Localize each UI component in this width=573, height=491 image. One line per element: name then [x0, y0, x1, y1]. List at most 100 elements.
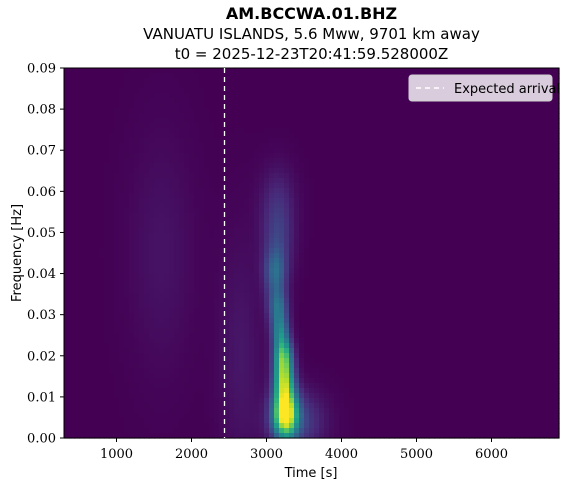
- heatmap-cell: [509, 303, 515, 309]
- heatmap-cell: [364, 228, 370, 234]
- heatmap-cell: [164, 168, 170, 174]
- heatmap-cell: [349, 168, 355, 174]
- heatmap-cell: [99, 133, 105, 139]
- heatmap-cell: [74, 103, 80, 109]
- heatmap-cell: [284, 68, 290, 74]
- heatmap-cell: [79, 218, 85, 224]
- heatmap-cell: [189, 83, 195, 89]
- heatmap-cell: [179, 83, 185, 89]
- heatmap-cell: [404, 143, 410, 149]
- heatmap-cell: [504, 253, 510, 259]
- heatmap-cell: [174, 123, 180, 129]
- heatmap-cell: [549, 208, 555, 214]
- heatmap-cell: [424, 178, 430, 184]
- heatmap-cell: [264, 243, 270, 249]
- heatmap-cell: [209, 273, 215, 279]
- heatmap-cell: [374, 243, 380, 249]
- heatmap-cell: [469, 108, 475, 114]
- heatmap-cell: [349, 258, 355, 264]
- heatmap-cell: [374, 148, 380, 154]
- heatmap-cell: [204, 138, 210, 144]
- heatmap-cell: [554, 188, 560, 194]
- heatmap-cell: [294, 113, 300, 119]
- heatmap-cell: [119, 188, 125, 194]
- heatmap-cell: [344, 213, 350, 219]
- heatmap-cell: [429, 283, 435, 289]
- heatmap-cell: [429, 113, 435, 119]
- heatmap-cell: [459, 203, 465, 209]
- heatmap-cell: [274, 303, 280, 309]
- heatmap-cell: [464, 238, 470, 244]
- heatmap-cell: [444, 273, 450, 279]
- heatmap-cell: [129, 148, 135, 154]
- heatmap-cell: [144, 118, 150, 124]
- heatmap-cell: [289, 188, 295, 194]
- heatmap-cell: [354, 118, 360, 124]
- heatmap-cell: [179, 123, 185, 129]
- heatmap-cell: [344, 203, 350, 209]
- heatmap-cell: [264, 108, 270, 114]
- heatmap-cell: [134, 193, 140, 199]
- heatmap-cell: [174, 128, 180, 134]
- heatmap-cell: [329, 158, 335, 164]
- heatmap-cell: [109, 113, 115, 119]
- heatmap-cell: [299, 223, 305, 229]
- heatmap-cell: [174, 103, 180, 109]
- heatmap-cell: [79, 223, 85, 229]
- heatmap-cell: [499, 138, 505, 144]
- heatmap-cell: [254, 133, 260, 139]
- heatmap-cell: [244, 163, 250, 169]
- heatmap-cell: [259, 93, 265, 99]
- heatmap-cell: [294, 278, 300, 284]
- heatmap-cell: [284, 168, 290, 174]
- heatmap-cell: [394, 253, 400, 259]
- heatmap-cell: [324, 103, 330, 109]
- heatmap-cell: [489, 278, 495, 284]
- heatmap-cell: [154, 128, 160, 134]
- heatmap-cell: [289, 313, 295, 319]
- heatmap-cell: [389, 173, 395, 179]
- heatmap-cell: [164, 138, 170, 144]
- heatmap-cell: [544, 248, 550, 254]
- heatmap-cell: [399, 178, 405, 184]
- heatmap-cell: [289, 98, 295, 104]
- heatmap-cell: [259, 248, 265, 254]
- chart-subtitle: VANUATU ISLANDS, 5.6 Mww, 9701 km away: [143, 25, 480, 43]
- heatmap-cell: [269, 303, 275, 309]
- heatmap-cell: [479, 128, 485, 134]
- heatmap-cell: [504, 313, 510, 319]
- heatmap-cell: [259, 283, 265, 289]
- heatmap-cell: [484, 143, 490, 149]
- heatmap-cell: [369, 293, 375, 299]
- heatmap-cell: [229, 103, 235, 109]
- heatmap-cell: [284, 268, 290, 274]
- heatmap-cell: [99, 258, 105, 264]
- heatmap-cell: [494, 118, 500, 124]
- heatmap-cell: [299, 308, 305, 314]
- heatmap-cell: [129, 218, 135, 224]
- heatmap-cell: [354, 313, 360, 319]
- heatmap-cell: [154, 273, 160, 279]
- heatmap-cell: [544, 228, 550, 234]
- heatmap-cell: [534, 223, 540, 229]
- heatmap-cell: [69, 243, 75, 249]
- heatmap-cell: [479, 273, 485, 279]
- heatmap-cell: [269, 103, 275, 109]
- heatmap-cell: [349, 113, 355, 119]
- heatmap-cell: [249, 183, 255, 189]
- heatmap-cell: [169, 213, 175, 219]
- heatmap-cell: [74, 248, 80, 254]
- heatmap-cell: [129, 163, 135, 169]
- heatmap-cell: [64, 143, 70, 149]
- heatmap-cell: [239, 278, 245, 284]
- heatmap-cell: [359, 278, 365, 284]
- heatmap-cell: [359, 203, 365, 209]
- heatmap-cell: [374, 73, 380, 79]
- heatmap-cell: [354, 98, 360, 104]
- heatmap-cell: [424, 193, 430, 199]
- heatmap-cell: [299, 293, 305, 299]
- heatmap-cell: [494, 128, 500, 134]
- heatmap-cell: [214, 233, 220, 239]
- heatmap-cell: [94, 188, 100, 194]
- heatmap-cell: [184, 188, 190, 194]
